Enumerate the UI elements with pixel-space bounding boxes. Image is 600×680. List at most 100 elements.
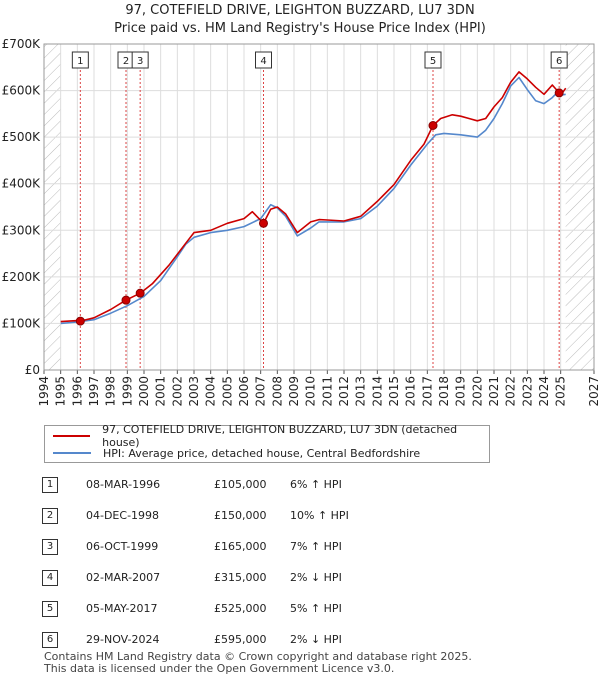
sale-price: £315,000	[214, 571, 267, 584]
x-tick-label: 2000	[137, 376, 151, 407]
sale-date: 05-MAY-2017	[86, 602, 158, 615]
legend-swatch-hpi	[53, 452, 91, 454]
x-tick-label: 2023	[520, 376, 534, 407]
sale-row: 2 04-DEC-1998 £150,000 10% ↑ HPI	[0, 501, 600, 529]
sale-price: £105,000	[214, 478, 267, 491]
x-tick-label: 2004	[204, 376, 218, 407]
sale-number: 5	[42, 601, 58, 617]
x-tick-label: 1999	[120, 376, 134, 407]
sale-point	[135, 288, 145, 298]
sale-date: 06-OCT-1999	[86, 540, 159, 553]
sale-date: 04-DEC-1998	[86, 509, 160, 522]
x-tick-label: 2014	[370, 376, 384, 407]
sale-marker-box	[550, 51, 568, 69]
sale-number: 4	[42, 570, 58, 586]
sale-row: 4 02-MAR-2007 £315,000 2% ↓ HPI	[0, 563, 600, 591]
footer-line-2: This data is licensed under the Open Gov…	[44, 662, 395, 675]
x-tick-label: 2001	[154, 376, 168, 407]
x-tick-label: 2027	[587, 376, 600, 407]
sale-hpi-change: 6% ↑ HPI	[290, 478, 342, 491]
sale-marker-box	[424, 51, 442, 69]
hatched-region-right	[565, 44, 594, 370]
sale-number: 3	[42, 539, 58, 555]
sale-hpi-change: 2% ↓ HPI	[290, 571, 342, 584]
y-tick-label: £500K	[2, 130, 42, 144]
property-price-line	[60, 71, 567, 323]
hatched-region-left	[44, 44, 61, 370]
sale-number: 1	[42, 477, 58, 493]
sale-marker-label: 3	[137, 56, 143, 67]
sale-price: £165,000	[214, 540, 267, 553]
x-tick-label: 1995	[54, 376, 68, 407]
sale-hpi-change: 7% ↑ HPI	[290, 540, 342, 553]
x-tick-label: 1994	[37, 376, 51, 407]
y-tick-label: £700K	[2, 37, 42, 51]
legend-item-property: 97, COTEFIELD DRIVE, LEIGHTON BUZZARD, L…	[53, 423, 489, 449]
x-tick-label: 2024	[537, 376, 551, 407]
footer-line-1: Contains HM Land Registry data © Crown c…	[44, 650, 472, 663]
x-tick-label: 2013	[354, 376, 368, 407]
x-tick-label: 2021	[487, 376, 501, 407]
sale-point	[554, 88, 564, 98]
sale-price: £525,000	[214, 602, 267, 615]
sale-date: 29-NOV-2024	[86, 633, 160, 646]
x-tick-label: 2011	[320, 376, 334, 407]
sale-point	[75, 316, 85, 326]
sale-number: 2	[42, 508, 58, 524]
sale-number: 6	[42, 632, 58, 648]
legend-item-hpi: HPI: Average price, detached house, Cent…	[53, 445, 420, 461]
title-line-2: Price paid vs. HM Land Registry's House …	[114, 21, 486, 36]
plot-frame	[43, 43, 595, 371]
sale-row: 3 06-OCT-1999 £165,000 7% ↑ HPI	[0, 532, 600, 560]
sale-date: 02-MAR-2007	[86, 571, 161, 584]
price-chart: £0 £100K £200K £300K £400K £500K £600K £700K 199…	[2, 37, 600, 407]
sale-hpi-change: 2% ↓ HPI	[290, 633, 342, 646]
x-tick-label: 1998	[104, 376, 118, 407]
sale-point	[259, 218, 268, 228]
sale-row: 6 29-NOV-2024 £595,000 2% ↓ HPI	[0, 625, 600, 653]
y-tick-label: £600K	[2, 84, 42, 98]
x-tick-label: 2017	[420, 376, 434, 407]
x-tick-label: 2016	[404, 376, 418, 407]
sale-price: £595,000	[214, 633, 267, 646]
legend-swatch-property	[53, 435, 91, 437]
sale-marker-box	[131, 51, 149, 69]
legend-label-property: 97, COTEFIELD DRIVE, LEIGHTON BUZZARD, L…	[102, 423, 458, 449]
sale-row: 5 05-MAY-2017 £525,000 5% ↑ HPI	[0, 594, 600, 622]
hpi-line	[60, 76, 566, 325]
x-tick-label: 2010	[304, 376, 318, 407]
x-tick-label: 2019	[454, 376, 468, 407]
x-tick-label: 1997	[87, 376, 101, 407]
x-tick-label: 2003	[187, 376, 201, 407]
x-tick-label: 2007	[254, 376, 268, 407]
x-tick-label: 2009	[287, 376, 301, 407]
chart-title: 97, COTEFIELD DRIVE, LEIGHTON BUZZARD, L…	[0, 2, 600, 38]
title-line-1: 97, COTEFIELD DRIVE, LEIGHTON BUZZARD, L…	[125, 3, 475, 18]
footer: Contains HM Land Registry data © Crown c…	[44, 651, 472, 675]
y-tick-label: £0	[25, 363, 40, 377]
x-tick-label: 2005	[220, 376, 234, 407]
sale-point	[428, 121, 438, 130]
sale-marker-box	[71, 51, 89, 69]
x-tick-label: 2025	[554, 376, 568, 407]
x-tick-label: 1996	[70, 376, 84, 407]
sale-hpi-change: 10% ↑ HPI	[290, 509, 349, 522]
x-tick-label: 2020	[470, 376, 484, 407]
sale-date: 08-MAR-1996	[86, 478, 161, 491]
x-tick-label: 2015	[387, 376, 401, 407]
x-tick-label: 2022	[504, 376, 518, 407]
sale-marker-label: 5	[430, 56, 436, 67]
sale-marker-label: 6	[556, 56, 562, 67]
y-tick-label: £200K	[2, 270, 42, 284]
legend-label-hpi: HPI: Average price, detached house, Cent…	[103, 446, 421, 460]
sale-marker-box	[255, 51, 272, 69]
y-tick-label: £300K	[2, 223, 42, 237]
sale-point	[121, 295, 131, 305]
x-tick-label: 2012	[337, 376, 351, 407]
legend: 97, COTEFIELD DRIVE, LEIGHTON BUZZARD, L…	[44, 423, 490, 463]
sale-row: 1 08-MAR-1996 £105,000 6% ↑ HPI	[0, 470, 600, 498]
x-tick-label: 2006	[237, 376, 251, 407]
sale-hpi-change: 5% ↑ HPI	[290, 602, 342, 615]
sale-price: £150,000	[214, 509, 267, 522]
x-tick-label: 2002	[170, 376, 184, 407]
